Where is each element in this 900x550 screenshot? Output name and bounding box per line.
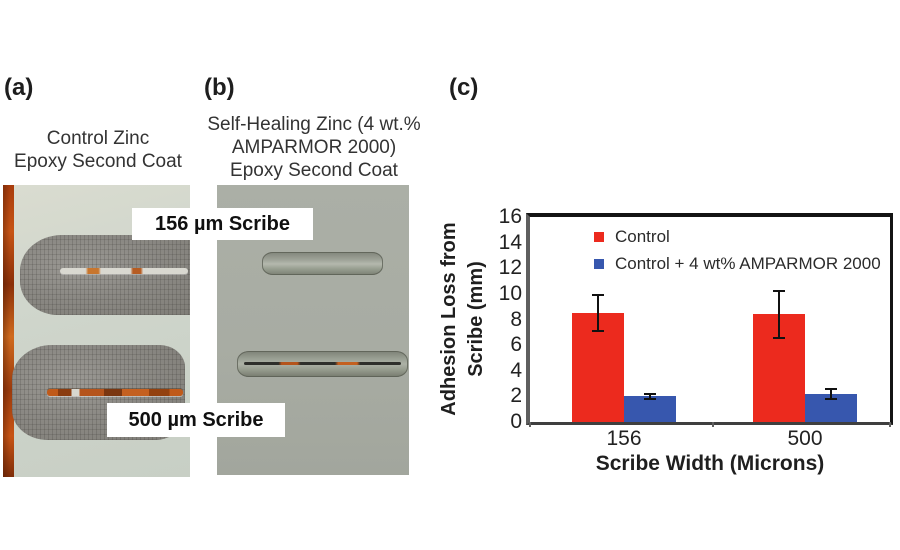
error-bar-cap-top	[773, 290, 785, 293]
panel-a-caption-line2: Epoxy Second Coat	[14, 151, 182, 172]
y-tick-label-16: 16	[498, 205, 522, 228]
error-bar-line	[778, 290, 780, 339]
panel-b-caption-line1: Self-Healing Zinc (4 wt.%	[207, 114, 421, 135]
y-tick-label-14: 14	[498, 230, 522, 254]
scribe-line-500-control	[47, 389, 183, 396]
scribe-label-156: 156 µm Scribe	[132, 208, 313, 240]
panel-a-caption: Control Zinc Epoxy Second Coat	[0, 127, 196, 173]
x-tick-label-156: 156	[606, 427, 642, 450]
error-bar-line	[649, 392, 651, 401]
panel-a-label: (a)	[4, 74, 34, 101]
error-bar-control-500	[773, 290, 785, 339]
panel-c-label: (c)	[449, 74, 479, 101]
chart-legend: Control Control + 4 wt% AMPARMOR 2000	[594, 227, 881, 281]
x-axis-tick	[889, 422, 891, 427]
legend-label: Control + 4 wt% AMPARMOR 2000	[615, 254, 881, 273]
scribe-rust-core	[244, 362, 401, 365]
legend-item-control: Control	[594, 227, 881, 247]
panel-b-caption-line3: Epoxy Second Coat	[230, 160, 398, 181]
scribe-label-500: 500 µm Scribe	[107, 403, 285, 437]
bar-control-4-wt-amparmor-2000-156	[624, 396, 676, 422]
scribe-line-156-self-healing	[262, 252, 383, 275]
panel-b-label: (b)	[204, 74, 235, 101]
delamination-area-156	[20, 235, 190, 315]
error-bar-cap-bottom	[825, 397, 837, 400]
error-bar-line	[830, 388, 832, 400]
scribe-line-156-control	[60, 268, 188, 274]
error-bar-control-156	[592, 293, 604, 333]
y-tick-label-2: 2	[510, 384, 522, 408]
y-tick-label-6: 6	[510, 333, 522, 357]
error-bar-cap-bottom	[592, 330, 604, 333]
legend-swatch	[594, 259, 604, 269]
error-bar-line	[597, 293, 599, 333]
scribe-line-500-self-healing	[237, 351, 408, 377]
error-bar-cap-bottom	[773, 336, 785, 339]
error-bar-cap-top	[592, 293, 604, 296]
error-bar-cap-top	[825, 388, 837, 391]
rust-edge-stripe	[3, 185, 14, 477]
y-tick-label-4: 4	[510, 358, 522, 382]
error-bar-control-4-wt-amparmor-2000-156	[644, 392, 656, 401]
x-axis-title: Scribe Width (Microns)	[595, 452, 825, 475]
panel-b-caption-line2: AMPARMOR 2000)	[231, 137, 397, 158]
x-axis-tick	[529, 422, 531, 427]
y-tick-label-10: 10	[498, 281, 522, 305]
error-bar-cap-bottom	[644, 398, 656, 401]
panel-a-caption-line1: Control Zinc	[46, 128, 150, 149]
y-axis-tick-labels: 0 2 4 6 8 10 12 14 16	[468, 205, 522, 433]
x-axis-tick	[711, 422, 714, 427]
x-axis-tick-labels: 156 500	[530, 427, 890, 453]
y-tick-label-0: 0	[510, 410, 522, 433]
bar-chart-plot-area: Control Control + 4 wt% AMPARMOR 2000	[526, 213, 893, 427]
legend-swatch	[594, 232, 604, 242]
y-axis-title-line1: Adhesion Loss from	[438, 222, 460, 416]
legend-item-control-4-wt-amparmor-2000: Control + 4 wt% AMPARMOR 2000	[594, 254, 881, 274]
legend-label: Control	[615, 227, 670, 246]
x-tick-label-500: 500	[787, 427, 823, 450]
error-bar-control-4-wt-amparmor-2000-500	[825, 388, 837, 400]
panel-b-caption: Self-Healing Zinc (4 wt.% AMPARMOR 2000)…	[196, 113, 432, 182]
y-tick-label-8: 8	[510, 307, 522, 331]
error-bar-cap-top	[644, 392, 656, 395]
y-tick-label-12: 12	[498, 256, 522, 280]
